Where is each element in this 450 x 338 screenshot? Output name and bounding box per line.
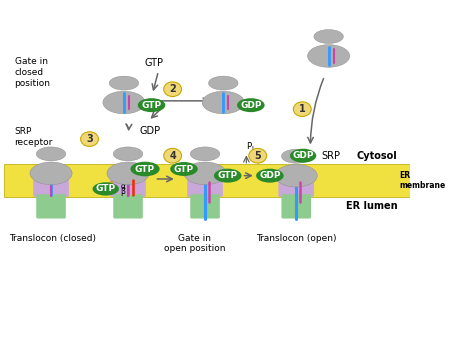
Text: α: α [121, 182, 126, 191]
FancyBboxPatch shape [187, 176, 223, 197]
Text: ER lumen: ER lumen [346, 200, 397, 211]
Text: i: i [251, 146, 253, 152]
FancyBboxPatch shape [190, 194, 220, 219]
Ellipse shape [107, 162, 149, 185]
Ellipse shape [290, 149, 316, 163]
Circle shape [164, 148, 181, 163]
Text: GTP: GTP [174, 165, 194, 173]
Ellipse shape [36, 147, 66, 161]
Text: Gate in
closed
position: Gate in closed position [14, 57, 50, 88]
Ellipse shape [130, 162, 160, 176]
Ellipse shape [307, 45, 350, 67]
Ellipse shape [113, 147, 143, 161]
Text: GDP: GDP [140, 126, 161, 136]
Ellipse shape [190, 147, 220, 161]
Ellipse shape [103, 91, 145, 114]
Text: GTP: GTP [218, 171, 238, 180]
Ellipse shape [138, 98, 165, 112]
Ellipse shape [237, 98, 265, 112]
Text: 1: 1 [299, 104, 306, 114]
Text: GDP: GDP [259, 171, 281, 180]
Ellipse shape [184, 162, 226, 185]
Text: GTP: GTP [96, 185, 116, 193]
Text: SRP
receptor: SRP receptor [14, 127, 53, 147]
Circle shape [81, 132, 99, 146]
Ellipse shape [208, 76, 238, 90]
Ellipse shape [214, 169, 242, 183]
Text: Translocon (closed): Translocon (closed) [9, 234, 97, 243]
FancyBboxPatch shape [36, 194, 66, 219]
Text: P: P [246, 142, 251, 151]
Text: GDP: GDP [292, 151, 314, 160]
Circle shape [249, 148, 267, 163]
FancyBboxPatch shape [279, 176, 314, 197]
Ellipse shape [93, 182, 119, 196]
Ellipse shape [109, 76, 139, 90]
FancyBboxPatch shape [113, 194, 143, 219]
Text: 4: 4 [169, 151, 176, 161]
FancyBboxPatch shape [281, 194, 311, 219]
Text: Translocon (open): Translocon (open) [256, 234, 337, 243]
Text: β: β [121, 187, 126, 196]
Ellipse shape [275, 164, 317, 187]
Text: ER
membrane: ER membrane [400, 171, 446, 190]
Text: SRP: SRP [322, 151, 341, 161]
Bar [4, 164, 410, 197]
Text: Gate in
open position: Gate in open position [164, 234, 225, 253]
Ellipse shape [30, 162, 72, 185]
Ellipse shape [314, 29, 343, 44]
Circle shape [293, 102, 311, 117]
Ellipse shape [281, 149, 311, 163]
Text: GTP: GTP [145, 57, 164, 68]
Text: GTP: GTP [135, 165, 155, 173]
Text: Cytosol: Cytosol [357, 151, 397, 161]
Text: GDP: GDP [240, 101, 261, 110]
Text: GTP: GTP [141, 101, 162, 110]
Circle shape [164, 82, 181, 97]
Ellipse shape [202, 91, 244, 114]
Ellipse shape [256, 169, 284, 183]
FancyBboxPatch shape [33, 176, 69, 197]
Ellipse shape [170, 162, 198, 176]
Text: 2: 2 [169, 84, 176, 94]
Text: 5: 5 [254, 151, 261, 161]
Text: 3: 3 [86, 134, 93, 144]
FancyBboxPatch shape [110, 176, 146, 197]
